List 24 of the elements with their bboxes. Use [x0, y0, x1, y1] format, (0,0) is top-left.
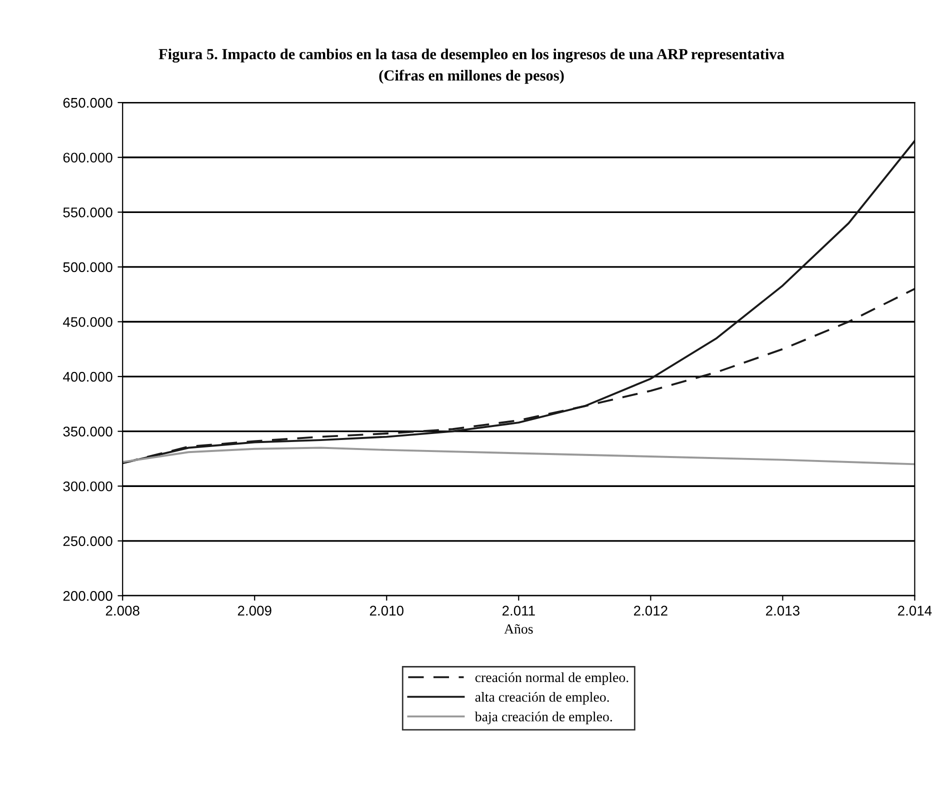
- x-tick-label: 2.014: [898, 606, 932, 616]
- legend-label: baja creación de empleo.: [474, 712, 612, 724]
- y-tick-label: 350.000: [63, 426, 112, 436]
- y-tick-label: 200.000: [63, 591, 112, 601]
- legend-label: creación normal de empleo.: [475, 672, 628, 685]
- x-tick-label: 2.008: [106, 606, 140, 616]
- y-tick-label: 400.000: [62, 372, 112, 382]
- y-tick-label: 250.000: [63, 536, 112, 546]
- y-tick-label: 600.000: [63, 152, 112, 163]
- y-tick-label: 500.000: [63, 262, 112, 272]
- legend-label: alta creación de empleo.: [475, 692, 609, 705]
- x-axis-title: Años: [504, 624, 533, 634]
- chart-subtitle: (Cifras en millones de pesos): [379, 70, 564, 84]
- x-tick-label: 2.011: [502, 606, 535, 616]
- y-tick-label: 550.000: [63, 207, 112, 218]
- chart-title: Figura 5. Impacto de cambios en la tasa de desempleo en los ingresos de una ARP representativa: [158, 48, 784, 63]
- x-tick-label: 2.010: [370, 606, 404, 616]
- x-tick-label: 2.013: [766, 606, 800, 616]
- x-tick-label: 2.012: [634, 606, 668, 616]
- y-tick-label: 450.000: [62, 317, 112, 327]
- y-tick-label: 300.000: [63, 481, 112, 492]
- y-tick-label: 650.000: [63, 98, 112, 108]
- x-tick-label: 2.009: [238, 606, 272, 616]
- line-series: [122, 446, 915, 466]
